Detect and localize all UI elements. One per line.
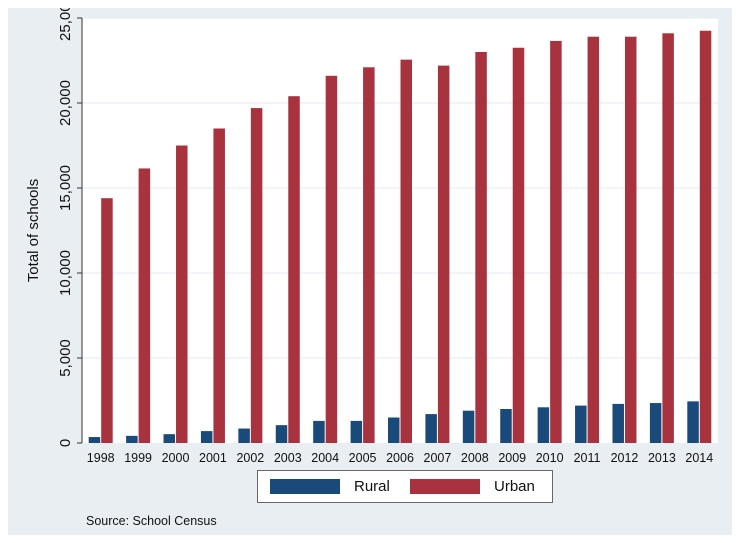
bar-rural-2013 bbox=[649, 403, 662, 443]
legend-item-rural: Rural bbox=[270, 471, 390, 502]
bar-rural-2002 bbox=[238, 428, 250, 443]
bar-rural-2007 bbox=[425, 414, 437, 443]
bar-rural-2004 bbox=[313, 420, 325, 443]
bar-urban-2014 bbox=[699, 30, 712, 443]
bar-rural-2001 bbox=[200, 431, 213, 443]
bar-urban-2001 bbox=[213, 128, 225, 443]
y-tick-label: 5,000 bbox=[57, 339, 74, 377]
x-tick-label: 1999 bbox=[124, 451, 152, 463]
y-tick-label: 15,000 bbox=[57, 165, 74, 211]
bar-urban-2012 bbox=[624, 36, 637, 443]
bar-urban-2006 bbox=[400, 59, 412, 444]
x-tick-label: 2001 bbox=[199, 451, 227, 463]
bar-rural-2000 bbox=[163, 434, 176, 443]
bar-urban-2008 bbox=[475, 52, 487, 443]
bar-rural-2014 bbox=[687, 401, 699, 443]
bar-urban-1998 bbox=[101, 198, 113, 443]
legend-label-rural: Rural bbox=[354, 478, 390, 495]
y-tick-label: 10,000 bbox=[57, 250, 74, 296]
bar-rural-2005 bbox=[350, 420, 363, 443]
x-tick-label: 2004 bbox=[311, 451, 339, 463]
bar-rural-2010 bbox=[537, 407, 550, 443]
source-note: Source: School Census bbox=[86, 514, 217, 528]
x-tick-label: 2011 bbox=[574, 451, 601, 463]
x-tick-label: 2006 bbox=[386, 451, 414, 463]
bar-chart: 0 5,000 10,000 15,000 20,000 25,000 1998 1999 20… bbox=[25, 8, 718, 463]
gridlines bbox=[82, 17, 718, 359]
bar-urban-2010 bbox=[550, 40, 562, 443]
bar-urban-2002 bbox=[250, 108, 263, 443]
x-tick-label: 2002 bbox=[236, 451, 264, 463]
x-tick-label: 2008 bbox=[461, 451, 489, 463]
x-tick-label: 2013 bbox=[648, 451, 676, 463]
legend-swatch-rural bbox=[270, 479, 340, 494]
bar-rural-2011 bbox=[575, 405, 587, 443]
x-tick-label: 2012 bbox=[611, 451, 639, 463]
bar-urban-2011 bbox=[587, 36, 600, 443]
y-tick-label: 25,000 bbox=[57, 8, 74, 41]
x-tick-label: 1998 bbox=[87, 451, 115, 463]
y-tick-label: 20,000 bbox=[57, 80, 74, 126]
bar-urban-1999 bbox=[138, 168, 151, 443]
bar-urban-2005 bbox=[363, 67, 375, 444]
x-tick-label: 2003 bbox=[274, 451, 302, 463]
legend: Rural Urban bbox=[257, 470, 553, 503]
bar-rural-2009 bbox=[500, 409, 512, 443]
x-tick-label: 2009 bbox=[498, 451, 526, 463]
bar-rural-1998 bbox=[88, 437, 101, 443]
bar-urban-2007 bbox=[437, 65, 450, 443]
bar-urban-2004 bbox=[325, 75, 338, 444]
legend-item-urban: Urban bbox=[410, 471, 535, 502]
bar-rural-2012 bbox=[612, 403, 624, 443]
x-tick-label: 2014 bbox=[685, 451, 713, 463]
legend-swatch-urban bbox=[410, 479, 480, 494]
y-axis-label: Total of schools bbox=[25, 179, 42, 282]
bar-rural-2006 bbox=[388, 417, 400, 443]
x-tick-label: 2007 bbox=[424, 451, 452, 463]
x-tick-label: 2000 bbox=[162, 451, 190, 463]
bar-rural-2008 bbox=[462, 410, 475, 443]
bars bbox=[88, 30, 712, 444]
x-tick-label: 2005 bbox=[349, 451, 377, 463]
bar-urban-2000 bbox=[176, 145, 188, 443]
x-tick-label: 2010 bbox=[536, 451, 564, 463]
bar-urban-2013 bbox=[662, 33, 674, 444]
plot-area bbox=[82, 18, 718, 443]
y-tick-label: 0 bbox=[57, 439, 74, 447]
axes: 0 5,000 10,000 15,000 20,000 25,000 1998 1999 20… bbox=[57, 8, 713, 463]
bar-urban-2009 bbox=[512, 47, 525, 443]
legend-label-urban: Urban bbox=[494, 478, 535, 495]
bar-rural-1999 bbox=[126, 435, 138, 443]
bar-rural-2003 bbox=[275, 425, 288, 443]
bar-urban-2003 bbox=[288, 96, 300, 443]
chart-frame: 0 5,000 10,000 15,000 20,000 25,000 1998 1999 20… bbox=[8, 8, 732, 535]
